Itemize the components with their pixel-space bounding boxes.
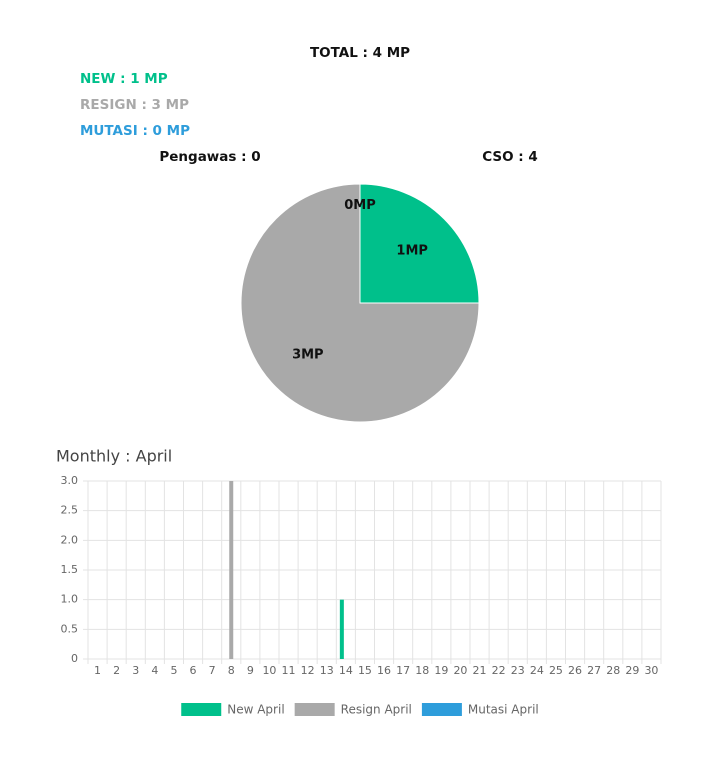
x-tick-label: 5 [170,664,177,677]
pie-slice [359,183,480,304]
x-tick-label: 14 [339,664,353,677]
pie-slice [240,183,480,423]
x-tick-label: 25 [549,664,563,677]
bar [339,599,344,659]
pie-label: 0MP [344,198,376,213]
y-tick-label: 3.0 [61,474,79,487]
legend-label: New April [227,703,284,717]
x-tick-label: 4 [151,664,158,677]
x-tick-label: 11 [282,664,296,677]
y-tick-label: 1.5 [61,563,79,576]
legend-swatch [181,703,222,716]
total: TOTAL : 4 MP [310,45,410,61]
x-tick-label: 20 [453,664,467,677]
pie-label: 1MP [396,243,428,258]
x-tick-label: 6 [190,664,197,677]
legend-swatch [421,703,462,716]
x-tick-label: 10 [262,664,276,677]
x-tick-label: 1 [94,664,101,677]
x-tick-label: 27 [587,664,601,677]
x-tick-label: 19 [434,664,448,677]
x-tick-label: 8 [228,664,235,677]
bar-title: Monthly : April [56,447,172,466]
y-tick-label: 2.5 [61,504,79,517]
y-tick-label: 2.0 [61,533,79,546]
bar [229,481,234,659]
x-tick-label: 16 [377,664,391,677]
x-tick-label: 21 [473,664,487,677]
x-tick-label: 22 [492,664,506,677]
pie-label: 3MP [292,348,324,363]
x-tick-label: 9 [247,664,254,677]
x-tick-label: 15 [358,664,372,677]
legend-label: Resign April [341,703,412,717]
x-tick-label: 7 [209,664,216,677]
pengawas-count: Pengawas : 0 [159,149,260,165]
mutasi-count: MUTASI : 0 MP [80,123,190,139]
x-tick-label: 30 [644,664,658,677]
new-count: NEW : 1 MP [80,71,168,87]
y-tick-label: 1.0 [61,593,79,606]
x-tick-label: 18 [415,664,429,677]
x-tick-label: 3 [132,664,139,677]
y-tick-label: 0 [71,652,78,665]
x-tick-label: 17 [396,664,410,677]
x-tick-label: 23 [511,664,525,677]
legend-label: Mutasi April [468,703,539,717]
y-tick-label: 0.5 [61,622,79,635]
x-tick-label: 29 [625,664,639,677]
x-tick-label: 2 [113,664,120,677]
x-tick-label: 26 [568,664,582,677]
legend-swatch [294,703,335,716]
resign-count: RESIGN : 3 MP [80,97,189,113]
x-tick-label: 13 [320,664,334,677]
x-tick-label: 12 [301,664,315,677]
x-tick-label: 28 [606,664,620,677]
cso-count: CSO : 4 [482,149,538,165]
x-tick-label: 24 [530,664,544,677]
